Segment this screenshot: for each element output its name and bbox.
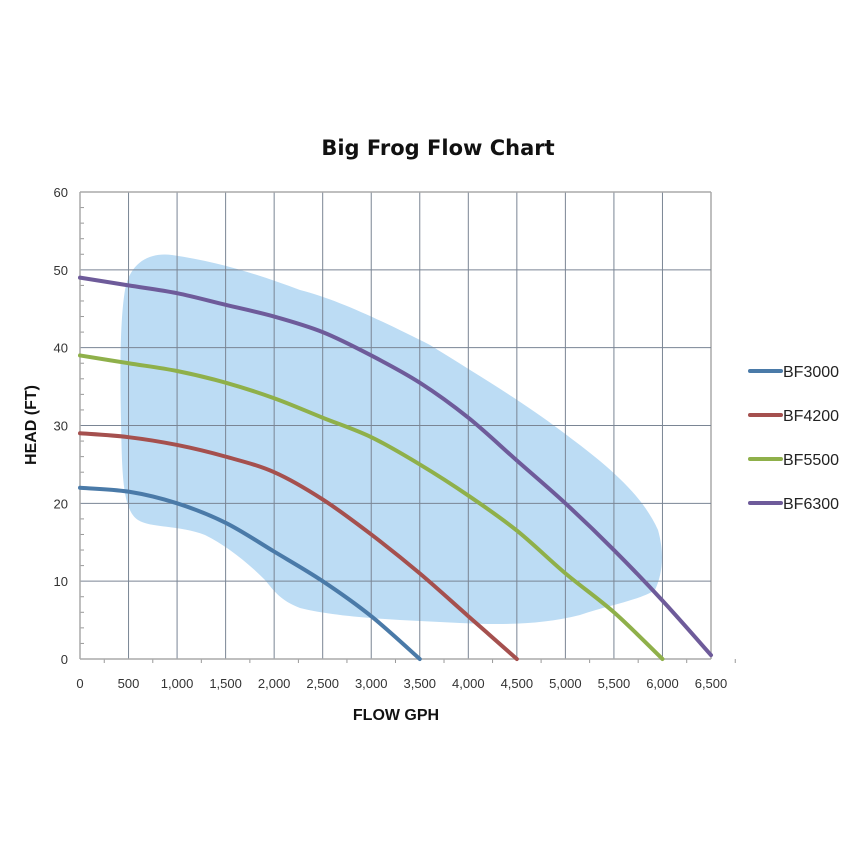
- y-tick-label: 10: [54, 574, 68, 589]
- y-tick-label: 30: [54, 419, 68, 434]
- x-tick-label: 1,000: [161, 676, 194, 691]
- legend-item-bf6300: BF6300: [748, 496, 839, 513]
- legend-label: BF5500: [783, 452, 839, 469]
- x-tick-label: 1,500: [209, 676, 242, 691]
- chart-title: Big Frog Flow Chart: [321, 136, 554, 160]
- y-tick-labels: 0 10 20 30 40 50 60: [54, 185, 68, 667]
- x-tick-labels: 0 500 1,000 1,500 2,000 2,500 3,000 3,500 4,000 4…: [76, 676, 727, 691]
- x-tick-label: 0: [76, 676, 83, 691]
- x-tick-label: 2,500: [306, 676, 339, 691]
- y-tick-label: 50: [54, 263, 68, 278]
- y-tick-label: 20: [54, 496, 68, 511]
- legend-label: BF6300: [783, 496, 839, 513]
- series-lines: [78, 275, 713, 661]
- y-tick-label: 0: [61, 652, 68, 667]
- operating-region: [120, 254, 662, 625]
- y-tick-label: 40: [54, 341, 68, 356]
- legend-label: BF3000: [783, 364, 839, 381]
- legend-item-bf4200: BF4200: [748, 408, 839, 425]
- plot-area: [78, 191, 736, 663]
- x-tick-label: 5,000: [549, 676, 582, 691]
- legend-item-bf5500: BF5500: [748, 452, 839, 469]
- x-tick-label: 4,000: [452, 676, 485, 691]
- grid-lines: [80, 191, 736, 663]
- x-tick-label: 3,500: [403, 676, 436, 691]
- x-tick-label: 6,500: [695, 676, 728, 691]
- x-tick-label: 5,500: [598, 676, 631, 691]
- x-tick-label: 6,000: [646, 676, 679, 691]
- y-tick-label: 60: [54, 185, 68, 200]
- legend-label: BF4200: [783, 408, 839, 425]
- x-tick-label: 2,000: [258, 676, 291, 691]
- legend: BF3000 BF4200 BF5500 BF6300: [748, 364, 839, 513]
- x-axis-title: FLOW GPH: [353, 707, 439, 724]
- x-tick-label: 500: [118, 676, 140, 691]
- series-line-bf6300: [78, 275, 713, 658]
- x-tick-label: 3,000: [355, 676, 388, 691]
- series-line-bf4200: [78, 431, 519, 661]
- x-tick-label: 4,500: [501, 676, 534, 691]
- series-line-bf3000: [78, 485, 422, 661]
- series-line-bf5500: [78, 353, 665, 661]
- legend-item-bf3000: BF3000: [748, 364, 839, 381]
- y-axis-title: HEAD (FT): [23, 385, 40, 465]
